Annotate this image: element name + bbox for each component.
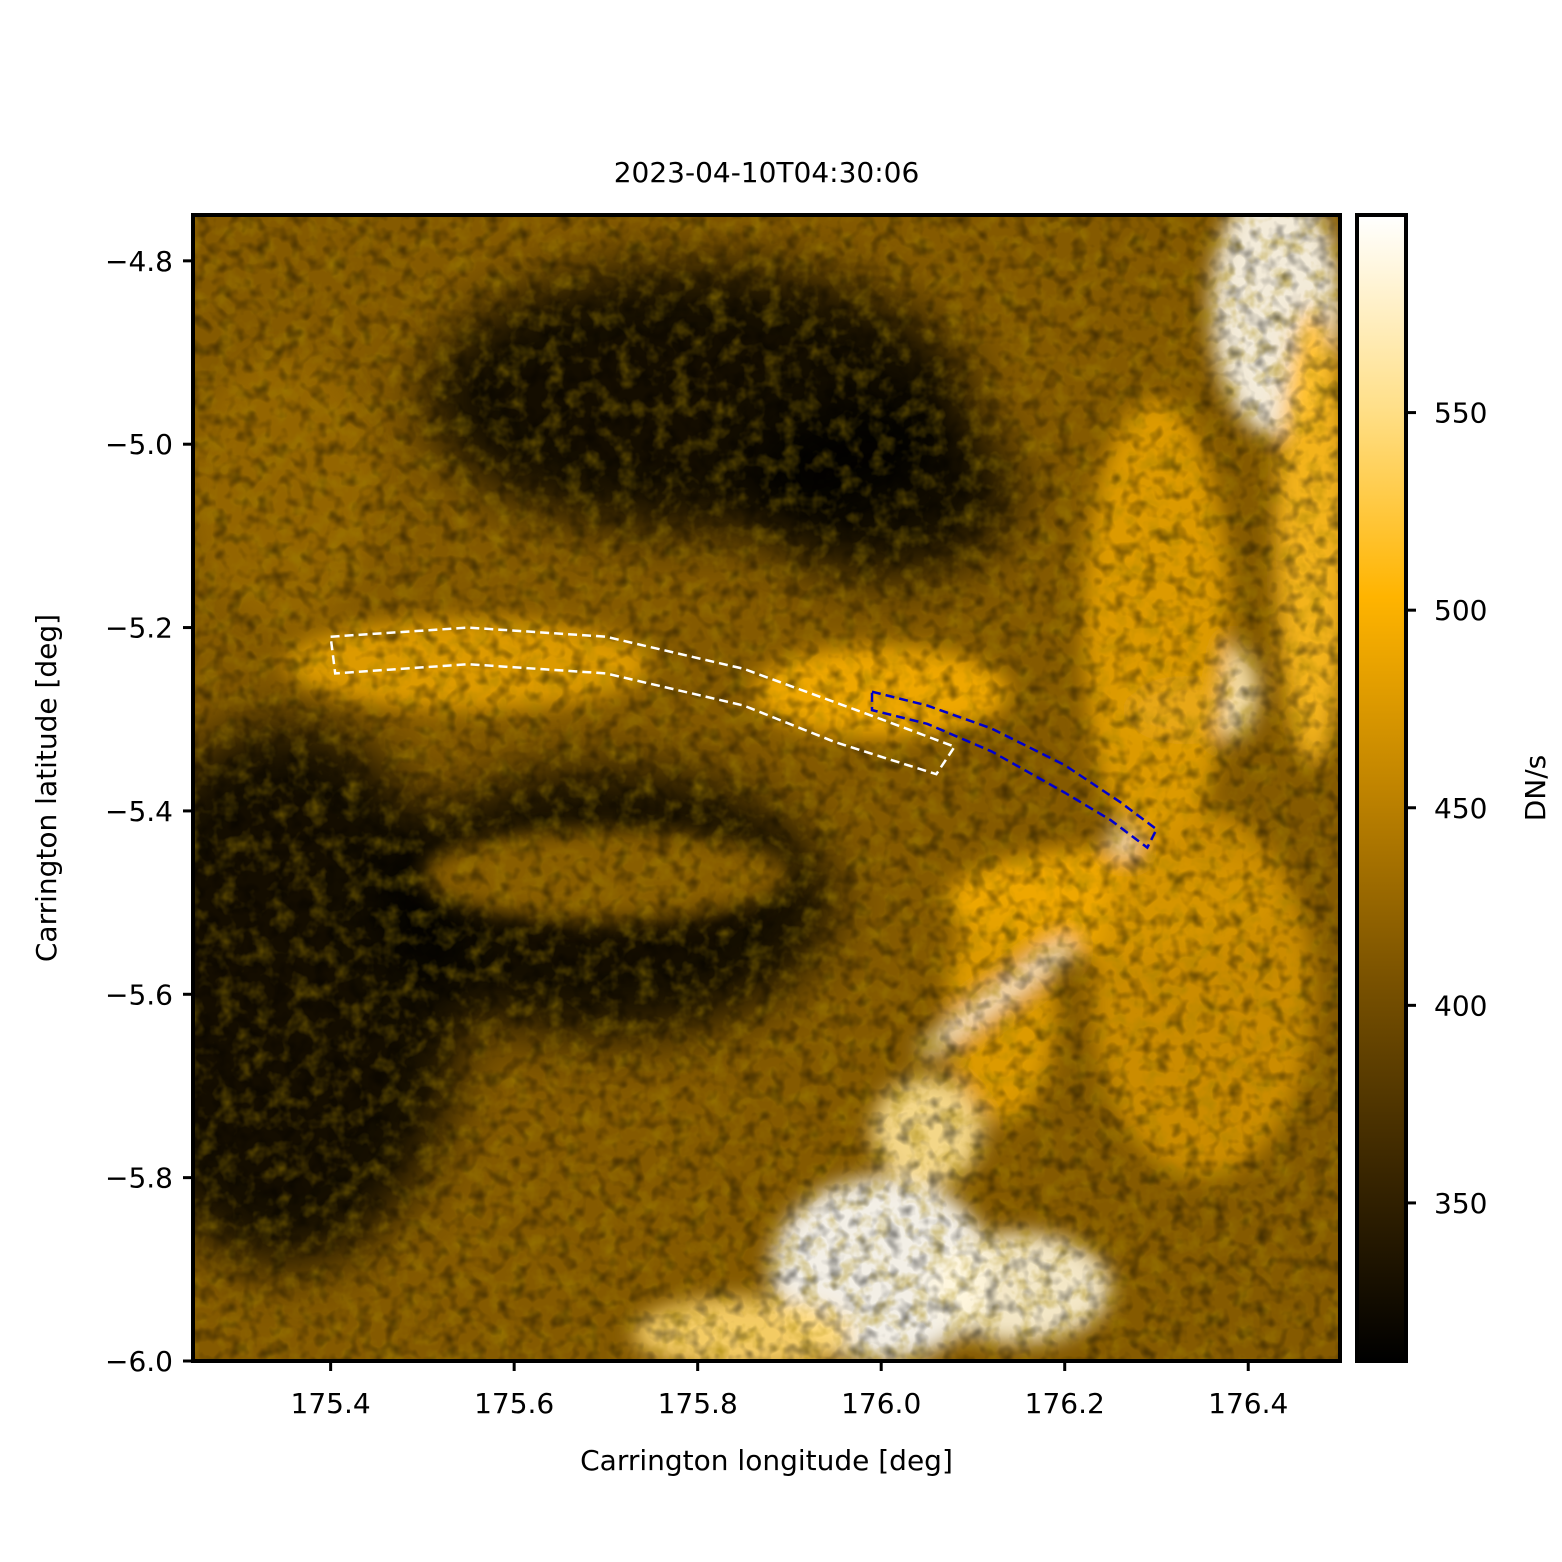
y-tick-label: −5.8: [105, 1162, 173, 1195]
y-tick-label: −5.2: [105, 612, 173, 645]
colorbar-gradient: [1357, 215, 1406, 1361]
region-outline-2: [870, 690, 1159, 850]
colorbar-frame: [1355, 213, 1408, 1363]
y-tick-label: −4.8: [105, 245, 173, 278]
colorbar-tick-label: 500: [1434, 594, 1487, 627]
y-tick-label: −6.0: [105, 1345, 173, 1378]
region-outline-1: [329, 626, 957, 776]
x-tick-label: 175.8: [658, 1387, 738, 1420]
plot-frame: [191, 213, 1342, 1363]
colorbar: 350 400 450 500 550 DN/s: [1355, 213, 1552, 1363]
y-tick-label: −5.6: [105, 978, 173, 1011]
y-tick-label: −5.4: [105, 795, 173, 828]
colorbar-tick-label: 400: [1434, 989, 1487, 1022]
colorbar-ticks: 350 400 450 500 550: [1406, 397, 1487, 1220]
colorbar-label: DN/s: [1519, 755, 1552, 822]
x-tick-label: 176.0: [841, 1387, 921, 1420]
colorbar-tick-label: 350: [1434, 1187, 1487, 1220]
texture-dark: [193, 215, 1340, 1361]
chart-title: 2023-04-10T04:30:06: [614, 156, 920, 189]
x-tick-label: 176.4: [1208, 1387, 1288, 1420]
colorbar-tick-label: 450: [1434, 792, 1487, 825]
x-axis-label: Carrington longitude [deg]: [580, 1444, 953, 1477]
x-tick-label: 176.2: [1025, 1387, 1105, 1420]
y-axis: −4.8 −5.0 −5.2 −5.4 −5.6 −5.8 −6.0: [105, 245, 193, 1378]
heatmap-image: [193, 215, 1340, 1361]
x-axis: 175.4 175.6 175.8 176.0 176.2 176.4: [291, 1361, 1288, 1420]
x-tick-label: 175.6: [474, 1387, 554, 1420]
plot-area: [191, 213, 1342, 1363]
colorbar-tick-label: 550: [1434, 397, 1487, 430]
region-outlines: [329, 626, 1159, 850]
y-tick-label: −5.0: [105, 428, 173, 461]
x-tick-label: 175.4: [291, 1387, 371, 1420]
y-axis-label: Carrington latitude [deg]: [30, 614, 63, 962]
